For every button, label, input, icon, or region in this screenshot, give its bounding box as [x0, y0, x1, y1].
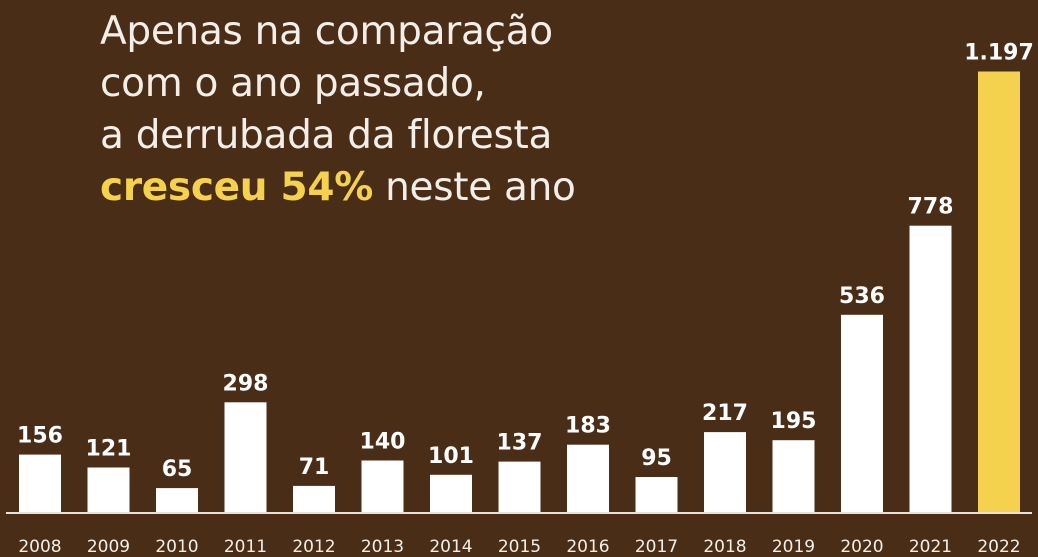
headline-line-4-rest: neste ano [372, 165, 576, 210]
value-label-2015: 137 [497, 431, 543, 456]
value-label-2014: 101 [428, 444, 474, 469]
value-label-2008: 156 [17, 424, 63, 449]
x-tick-label-2014: 2014 [429, 537, 472, 557]
value-label-2020: 536 [839, 284, 885, 309]
x-tick-label-2020: 2020 [840, 537, 883, 557]
x-tick-label-2010: 2010 [155, 537, 198, 557]
bar-2016 [567, 444, 609, 512]
headline-line-1: Apenas na comparação [100, 9, 553, 54]
value-label-2021: 778 [908, 195, 954, 220]
value-label-2017: 95 [641, 446, 672, 471]
bar-2019 [772, 440, 815, 512]
x-tick-label-2022: 2022 [977, 537, 1020, 557]
bar-2009 [87, 467, 130, 512]
x-tick-label-2012: 2012 [292, 537, 335, 557]
bar-2010 [156, 488, 198, 512]
value-label-2022: 1.197 [964, 41, 1034, 66]
x-tick-label-2015: 2015 [498, 537, 541, 557]
headline-highlight: cresceu 54% [100, 165, 373, 210]
value-label-2018: 217 [702, 401, 748, 426]
x-tick-label-2017: 2017 [635, 537, 678, 557]
bar-2018 [704, 432, 746, 512]
value-label-2016: 183 [565, 414, 611, 439]
bar-2013 [361, 460, 404, 512]
headline: Apenas na comparação com o ano passado, … [100, 6, 660, 214]
value-label-2009: 121 [86, 437, 132, 462]
value-label-2012: 71 [299, 455, 330, 480]
value-label-2011: 298 [223, 371, 269, 396]
bar-2014 [430, 474, 472, 512]
bar-2017 [635, 477, 678, 512]
x-tick-label-2018: 2018 [703, 537, 746, 557]
headline-line-2: com o ano passado, [100, 61, 486, 106]
bar-2015 [498, 461, 541, 512]
x-tick-label-2011: 2011 [224, 537, 267, 557]
value-label-2013: 140 [360, 430, 406, 455]
x-tick-label-2019: 2019 [772, 537, 815, 557]
bar-2008 [19, 454, 61, 512]
headline-line-4: cresceu 54% neste ano [100, 162, 660, 214]
bar-2021 [909, 225, 952, 512]
bar-2011 [224, 402, 267, 512]
x-tick-label-2013: 2013 [361, 537, 404, 557]
bar-2022 [978, 71, 1020, 512]
x-tick-label-2008: 2008 [18, 537, 61, 557]
bar-2012 [293, 485, 335, 512]
x-tick-label-2021: 2021 [909, 537, 952, 557]
value-label-2010: 65 [162, 457, 193, 482]
x-tick-label-2016: 2016 [566, 537, 609, 557]
value-label-2019: 195 [771, 409, 817, 434]
headline-line-3: a derrubada da floresta [100, 113, 553, 158]
bar-2020 [841, 314, 883, 512]
x-tick-label-2009: 2009 [87, 537, 130, 557]
